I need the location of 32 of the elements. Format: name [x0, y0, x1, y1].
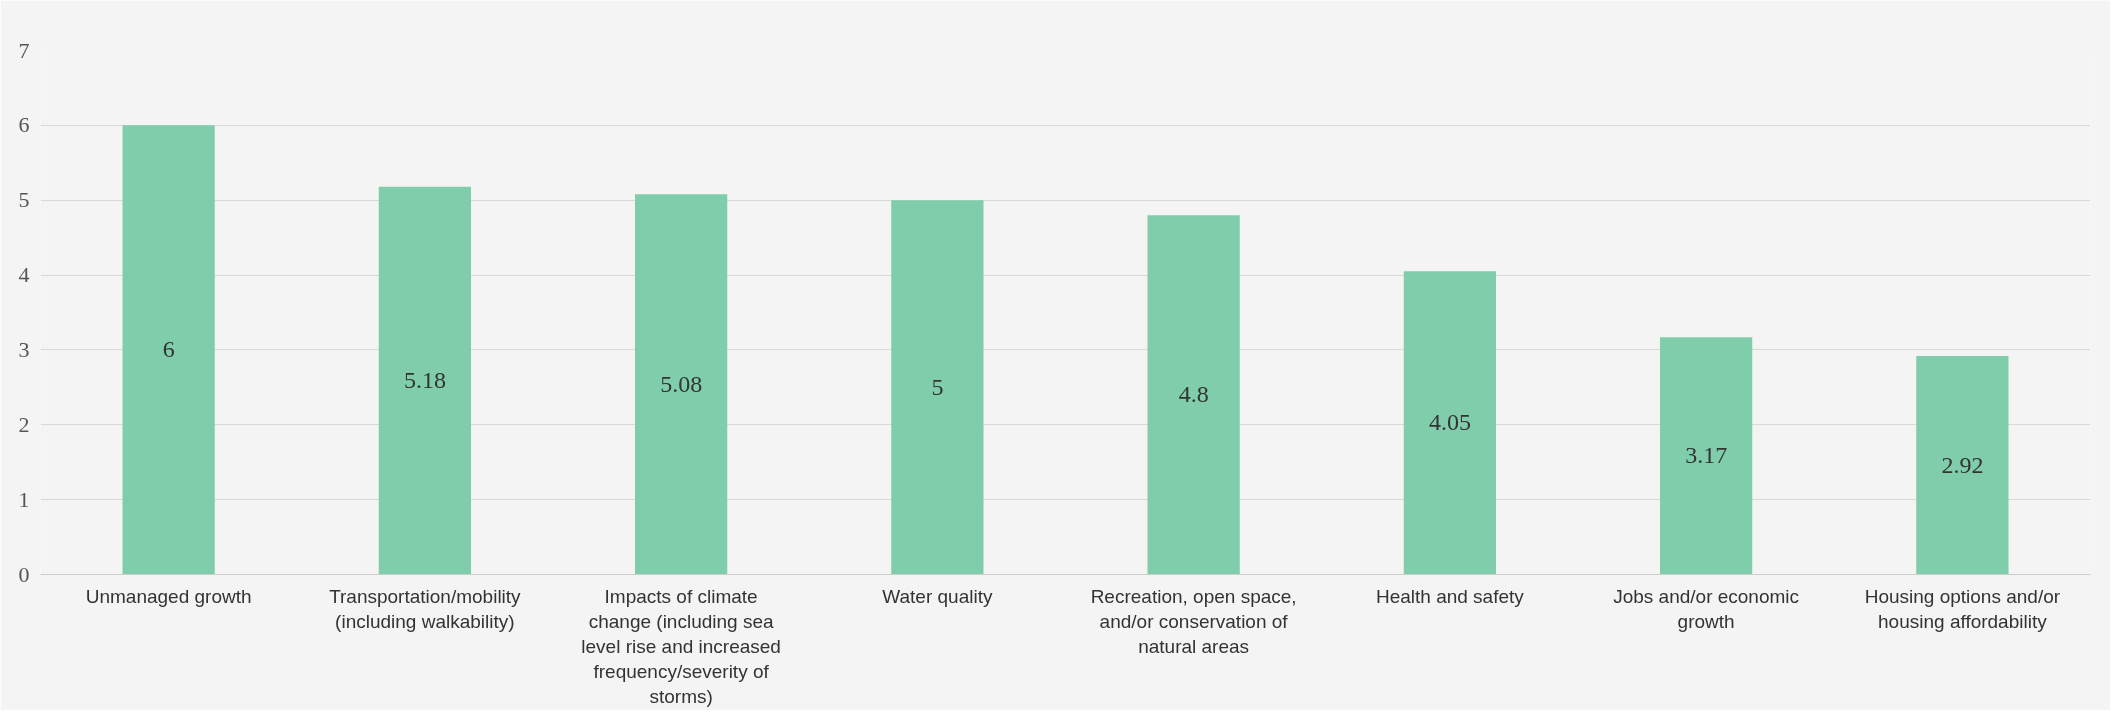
data-label: 5.18 [403, 367, 446, 394]
y-tick-label: 1 [18, 486, 30, 512]
x-tick-label: Recreation, open space, and/or conservation of natural areas [1090, 585, 1297, 657]
x-tick-label: Unmanaged growth [85, 585, 252, 607]
data-label: 5.08 [660, 370, 703, 397]
x-tick-label: Transportation/mobility (including walkability) [329, 585, 522, 632]
y-tick-label: 4 [18, 262, 30, 288]
x-tick-label: Impacts of climate change (including sea level rise and increased frequency/severity of storms) [581, 585, 781, 708]
y-tick-label: 3 [18, 336, 30, 362]
y-tick-label: 0 [18, 561, 30, 587]
x-tick-label: Jobs and/or economic growth [1613, 585, 1800, 632]
bar [1916, 355, 2009, 575]
bar [891, 200, 984, 575]
y-tick-label: 5 [18, 187, 30, 213]
data-label: 2.92 [1941, 451, 1984, 478]
bar [122, 125, 215, 575]
data-label: 4.8 [1178, 381, 1209, 408]
data-label: 3.17 [1685, 442, 1728, 469]
bar [1403, 271, 1496, 575]
x-tick-label: Water quality [882, 585, 993, 607]
bar [635, 194, 728, 575]
bar [1147, 215, 1240, 575]
bar [1660, 337, 1753, 575]
y-tick-label: 2 [18, 411, 30, 437]
data-label: 5 [931, 373, 944, 400]
data-label: 6 [162, 336, 175, 363]
y-tick-label: 6 [18, 112, 30, 138]
bar [378, 186, 471, 575]
x-tick-label: Housing options and/or housing affordability [1864, 585, 2061, 632]
y-tick-label: 7 [18, 37, 30, 63]
x-tick-label: Health and safety [1375, 585, 1525, 607]
data-label: 4.05 [1428, 409, 1471, 436]
